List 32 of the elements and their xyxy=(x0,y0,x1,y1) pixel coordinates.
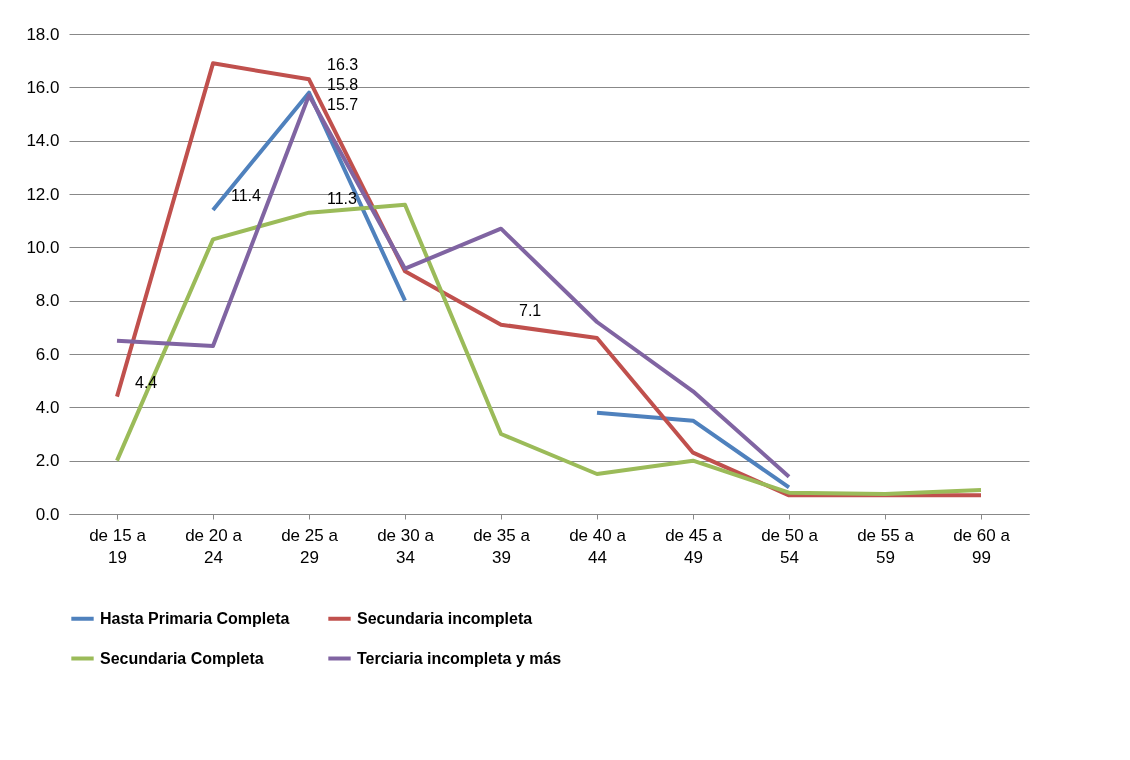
x-tick-label: de 45 a 49 xyxy=(665,525,723,567)
data-label: 15.7 xyxy=(327,96,359,114)
x-tick-label: de 15 a 19 xyxy=(89,525,147,567)
legend-label: Secundaria incompleta xyxy=(357,609,533,627)
x-tick-label: de 60 a 99 xyxy=(953,525,1011,567)
y-tick-label: 16.0 xyxy=(26,77,60,97)
x-tick-label: de 55 a 59 xyxy=(857,525,915,567)
y-tick-label: 14.0 xyxy=(26,131,60,151)
y-tick-label: 0.0 xyxy=(35,504,60,524)
y-tick-label: 18.0 xyxy=(26,24,60,44)
y-tick-label: 2.0 xyxy=(35,451,60,471)
data-label: 16.3 xyxy=(327,56,359,74)
x-tick-label: de 30 a 34 xyxy=(377,525,435,567)
data-label: 15.8 xyxy=(327,76,359,94)
data-label: 11.3 xyxy=(327,189,358,207)
legend-label: Hasta Primaria Completa xyxy=(100,609,290,627)
data-label: 11.4 xyxy=(231,187,262,204)
x-tick-label: de 20 a 24 xyxy=(185,525,243,567)
x-tick-label: de 35 a 39 xyxy=(473,525,531,567)
y-tick-label: 8.0 xyxy=(35,291,60,311)
legend-label: Terciaria incompleta y más xyxy=(357,649,562,667)
y-tick-label: 6.0 xyxy=(35,344,60,364)
legend-label: Secundaria Completa xyxy=(100,649,264,667)
y-tick-label: 12.0 xyxy=(26,184,60,204)
line-series xyxy=(115,93,791,479)
line-series xyxy=(115,202,983,496)
y-tick-label: 10.0 xyxy=(26,237,60,257)
x-tick-label: de 25 a 29 xyxy=(281,525,339,567)
data-label: 7.1 xyxy=(519,301,542,319)
x-tick-label: de 50 a 54 xyxy=(761,525,819,567)
x-tick-label: de 40 a 44 xyxy=(569,525,627,567)
y-tick-label: 4.0 xyxy=(35,397,60,417)
